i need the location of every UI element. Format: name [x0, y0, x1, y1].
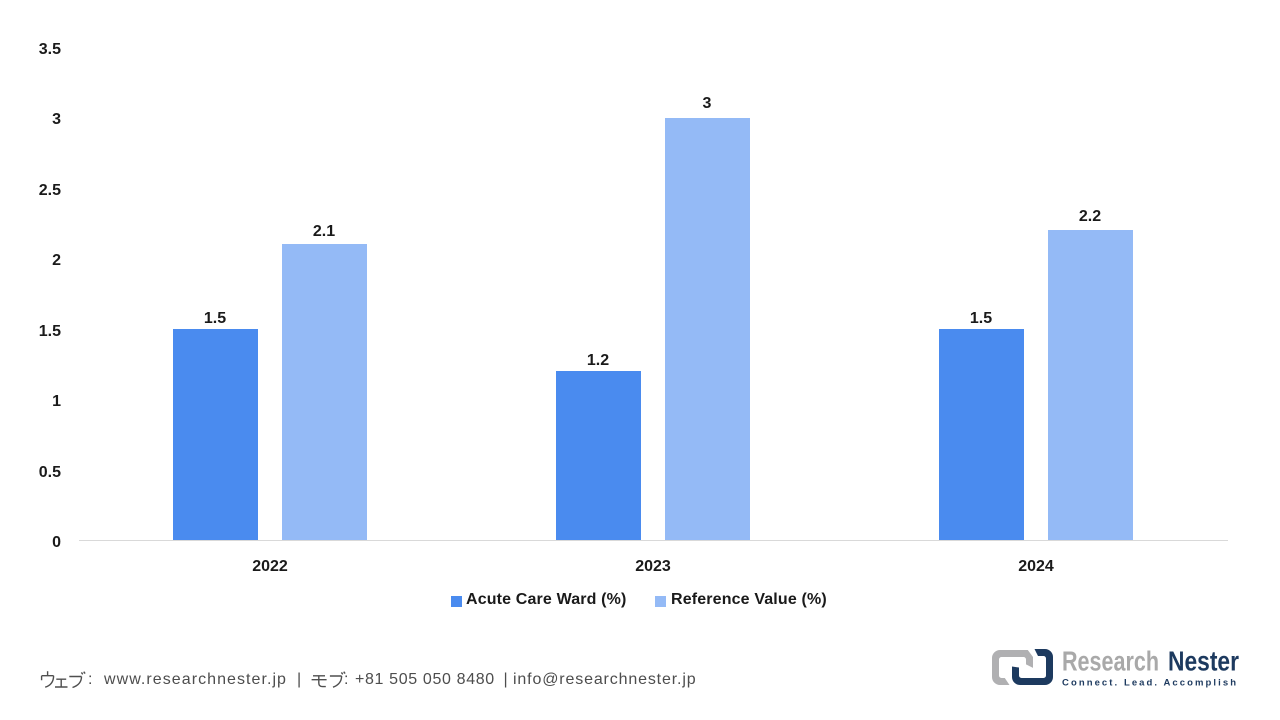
svg-text:Connect. Lead. Accomplish: Connect. Lead. Accomplish: [1062, 677, 1236, 688]
svg-text:Research: Research: [1062, 646, 1159, 677]
svg-text:Nester: Nester: [1168, 646, 1239, 677]
